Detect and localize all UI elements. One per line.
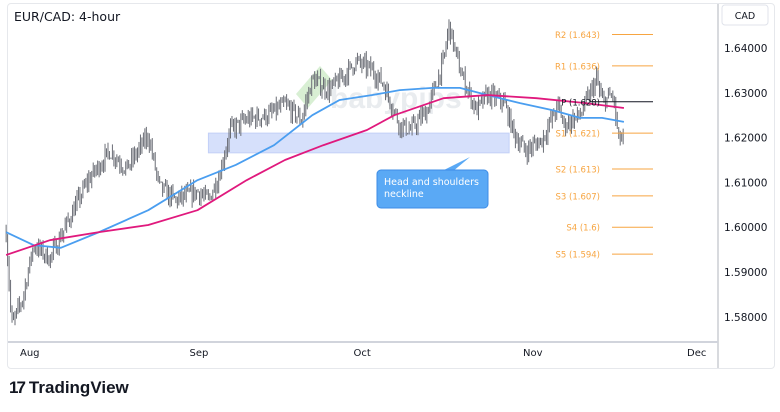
x-tick-label: Dec	[687, 348, 706, 359]
annotation-box	[376, 169, 489, 209]
pivot-label: S4 (1.6)	[566, 224, 600, 234]
tradingview-logo-icon: 17	[9, 378, 26, 397]
pivot-label: R1 (1.636)	[555, 62, 600, 72]
neckline-zone	[207, 132, 510, 154]
y-tick-label: 1.64000	[724, 43, 767, 55]
x-tick-label: Oct	[354, 348, 371, 359]
currency-label: CAD	[735, 11, 755, 22]
annotation-text: Head and shoulders	[384, 177, 479, 188]
tradingview-logo[interactable]: 17 TradingView	[9, 378, 129, 398]
pivot-label: R2 (1.643)	[555, 31, 600, 41]
y-tick-label: 1.59000	[724, 267, 767, 279]
annotation-text: neckline	[384, 189, 424, 200]
annotation-pointer	[440, 157, 470, 172]
moving-average-slow	[5, 94, 625, 256]
y-tick-label: 1.63000	[724, 88, 767, 100]
pivot-label: S2 (1.613)	[556, 165, 600, 175]
x-tick-label: Nov	[523, 348, 543, 359]
y-tick-label: 1.60000	[724, 222, 767, 234]
y-tick-label: 1.58000	[724, 312, 767, 324]
tradingview-logo-text: TradingView	[28, 378, 129, 397]
y-tick-label: 1.61000	[724, 177, 767, 189]
pivot-label: S1 (1.621)	[556, 130, 600, 140]
pivot-label: P (1.628)	[561, 98, 600, 108]
pivot-label: S5 (1.594)	[556, 251, 600, 261]
currency-box	[721, 4, 769, 26]
y-tick-label: 1.62000	[724, 133, 767, 145]
watermark-mark	[308, 66, 332, 94]
price-chart[interactable]: CAD 1.64000 1.63000 1.62000 1.61000 1.60000 1.…	[0, 0, 780, 370]
x-tick-label: Aug	[20, 348, 40, 359]
pivot-label: S3 (1.607)	[556, 192, 600, 202]
chart-title: EUR/CAD: 4-hour	[14, 9, 121, 24]
moving-average-fast	[5, 86, 625, 249]
x-tick-label: Sep	[189, 348, 208, 359]
